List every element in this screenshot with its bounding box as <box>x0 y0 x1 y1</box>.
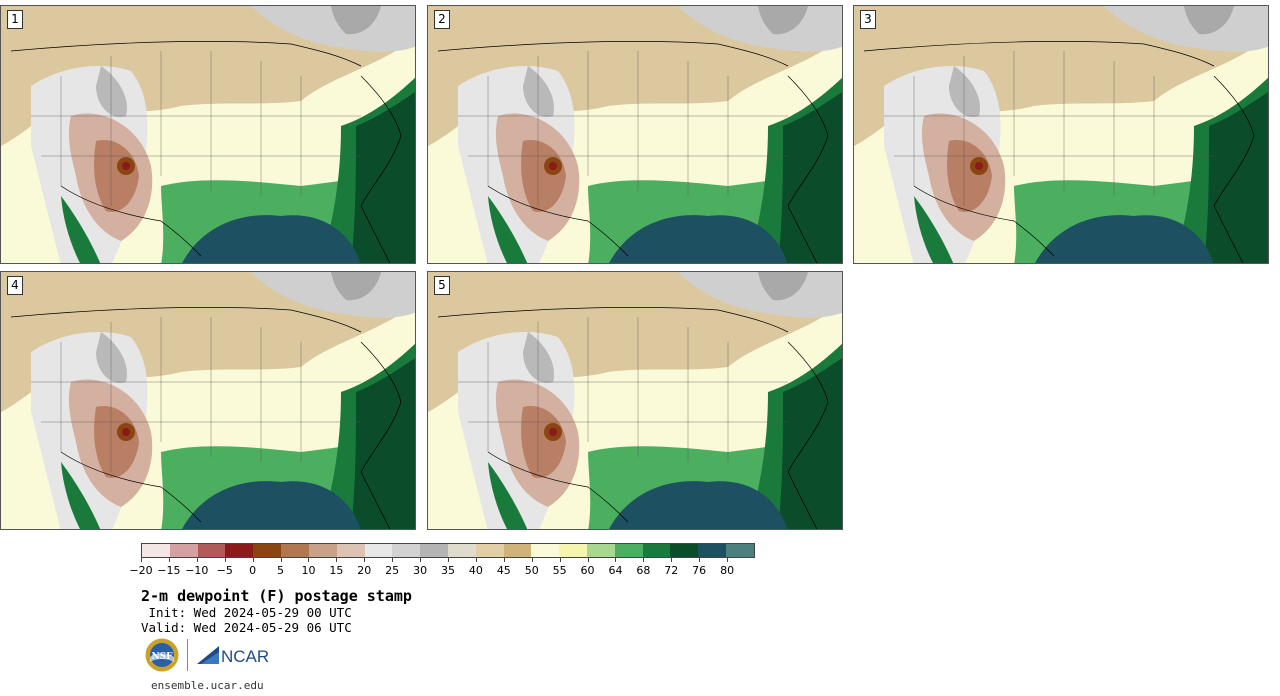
logos: NSF NCAR <box>145 638 271 672</box>
colorbar-swatch <box>197 544 226 557</box>
ncar-logo-text: NCAR <box>221 647 269 666</box>
colorbar-tick-label: 40 <box>468 564 483 577</box>
colorbar-swatch <box>531 544 560 557</box>
colorbar-swatch <box>726 544 754 557</box>
colorbar-tick-mark <box>168 558 170 562</box>
member-panel-2: 2 <box>427 5 843 264</box>
chart-title: 2-m dewpoint (F) postage stamp <box>141 587 412 605</box>
colorbar-tick-mark <box>308 558 310 562</box>
colorbar-swatch <box>142 544 170 557</box>
colorbar-tick-mark <box>559 558 561 562</box>
colorbar-tick-mark <box>420 558 422 562</box>
colorbar-swatch <box>559 544 587 557</box>
member-panel-5: 5 <box>427 271 843 530</box>
colorbar-tick-label: 45 <box>496 564 511 577</box>
colorbar-tick-label: 10 <box>301 564 316 577</box>
colorbar-tick-label: 0 <box>249 564 257 577</box>
dewpoint-map <box>1 272 415 529</box>
colorbar-tick-mark <box>587 558 589 562</box>
dewpoint-map <box>428 272 842 529</box>
colorbar-swatch <box>642 544 671 557</box>
member-panel-4: 4 <box>0 271 416 530</box>
valid-time: Valid: Wed 2024-05-29 06 UTC <box>141 620 352 635</box>
ncar-logo-icon: NCAR <box>197 646 269 666</box>
colorbar-swatch <box>475 544 504 557</box>
colorbar-swatch <box>447 544 476 557</box>
colorbar-tick-mark <box>727 558 729 562</box>
colorbar-tick-mark <box>252 558 254 562</box>
init-time: Init: Wed 2024-05-29 00 UTC <box>141 605 352 620</box>
colorbar-tick-label: 64 <box>608 564 623 577</box>
colorbar-tick-mark <box>671 558 673 562</box>
colorbar-swatch <box>670 544 699 557</box>
colorbar-tick-label: 25 <box>385 564 400 577</box>
colorbar-swatch <box>420 544 448 557</box>
panel-number: 5 <box>434 276 450 295</box>
footer-url: ensemble.ucar.edu <box>151 679 264 692</box>
colorbar-swatch <box>253 544 282 557</box>
colorbar-tick-label: 80 <box>720 564 735 577</box>
colorbar-tick-label: 50 <box>524 564 539 577</box>
colorbar-tick-mark <box>336 558 338 562</box>
colorbar-tick-label: −10 <box>185 564 209 577</box>
dewpoint-map <box>854 6 1268 263</box>
colorbar-tick-label: −15 <box>157 564 181 577</box>
colorbar-tick-mark <box>503 558 505 562</box>
panel-number: 4 <box>7 276 23 295</box>
colorbar-swatch <box>587 544 615 557</box>
colorbar-swatch <box>169 544 198 557</box>
colorbar-tick-label: 72 <box>664 564 679 577</box>
member-panel-1: 1 <box>0 5 416 264</box>
colorbar-tick-mark <box>531 558 533 562</box>
panel-number: 3 <box>860 10 876 29</box>
colorbar-tick-mark <box>196 558 198 562</box>
colorbar-tick-mark <box>364 558 366 562</box>
nsf-logo-icon: NSF <box>145 638 179 672</box>
colorbar-tick-label: 68 <box>636 564 651 577</box>
colorbar-tick-mark <box>280 558 282 562</box>
colorbar-swatch <box>308 544 337 557</box>
colorbar-tick-mark <box>141 558 142 562</box>
colorbar-swatch <box>503 544 532 557</box>
colorbar-tick-label: −5 <box>216 564 233 577</box>
colorbar-tick-label: 30 <box>413 564 428 577</box>
colorbar-tick-label: 15 <box>329 564 344 577</box>
colorbar-tick-mark <box>392 558 394 562</box>
colorbar-tick-label: 76 <box>692 564 707 577</box>
colorbar-tick-mark <box>699 558 701 562</box>
colorbar-swatch <box>392 544 421 557</box>
colorbar-swatch <box>364 544 393 557</box>
colorbar-tick-mark <box>448 558 449 562</box>
colorbar-tick-label: −20 <box>129 564 153 577</box>
colorbar-tick-label: 5 <box>277 564 285 577</box>
colorbar-tick-label: 55 <box>552 564 567 577</box>
member-panel-3: 3 <box>853 5 1269 264</box>
colorbar-swatch <box>698 544 727 557</box>
colorbar-swatch <box>225 544 254 557</box>
colorbar-swatch <box>281 544 309 557</box>
colorbar-tick-label: 35 <box>441 564 455 577</box>
colorbar-tick-mark <box>475 558 477 562</box>
colorbar-tick-mark <box>224 558 226 562</box>
colorbar-tick-label: 20 <box>357 564 372 577</box>
colorbar-tick-label: 60 <box>580 564 595 577</box>
panel-number: 2 <box>434 10 450 29</box>
colorbar-tick-mark <box>643 558 645 562</box>
dewpoint-map <box>1 6 415 263</box>
nsf-logo-text: NSF <box>151 652 173 662</box>
dewpoint-map <box>428 6 842 263</box>
colorbar-swatch <box>614 544 643 557</box>
panel-number: 1 <box>7 10 23 29</box>
colorbar <box>141 543 755 558</box>
colorbar-swatch <box>336 544 365 557</box>
logo-divider <box>187 639 188 671</box>
colorbar-tick-mark <box>615 558 617 562</box>
